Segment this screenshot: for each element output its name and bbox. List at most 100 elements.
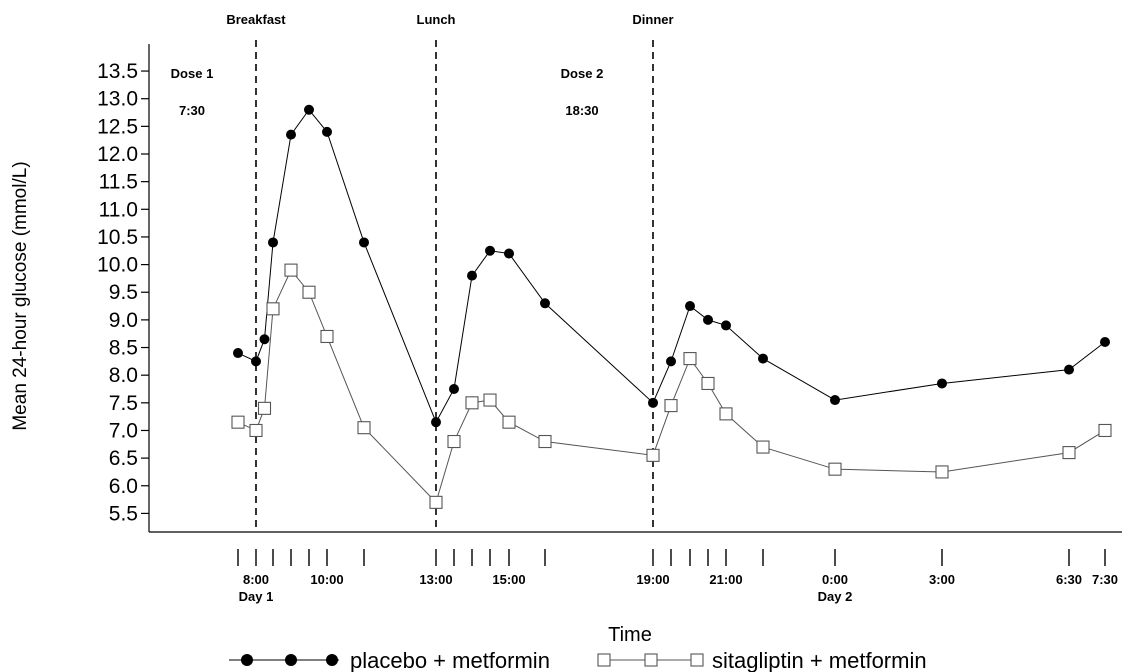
data-point: [304, 104, 314, 115]
data-point: [449, 384, 459, 394]
data-point: [683, 352, 697, 366]
annotations-layer: Dose 1 7:30 Dose 2 18:30: [171, 66, 604, 118]
legend-marker: [644, 653, 658, 667]
data-point: [648, 397, 658, 408]
data-point: [483, 393, 497, 407]
x-tick-label: 19:00: [636, 572, 669, 587]
y-tick-label: 10.0: [97, 254, 138, 277]
data-point: [502, 415, 516, 429]
y-tick-label: 11.5: [99, 171, 138, 194]
data-point: [447, 434, 461, 449]
series-line: [237, 269, 1106, 504]
data-point: [666, 356, 676, 367]
x-tick-label: 13:00: [419, 572, 452, 587]
data-point: [937, 378, 947, 389]
dose-1-time: 7:30: [179, 103, 205, 118]
data-point: [302, 285, 316, 299]
legend: placebo + metformin sitagliptin + metform…: [229, 648, 927, 672]
day-label: Day 2: [818, 589, 853, 604]
y-tick-label: 13.0: [97, 88, 138, 111]
x-tick-label: 3:00: [929, 572, 955, 587]
legend-label: placebo + metformin: [350, 648, 550, 672]
data-point: [701, 376, 715, 391]
data-point: [935, 465, 949, 479]
meal-label: Dinner: [632, 12, 673, 27]
y-tick-label: 7.0: [109, 419, 138, 442]
data-point: [251, 356, 261, 367]
dose-2-label: Dose 2: [561, 66, 604, 81]
data-point: [465, 396, 479, 410]
meal-label: Breakfast: [226, 12, 286, 27]
x-tick-label: 0:00: [822, 572, 848, 587]
meal-label: Lunch: [417, 12, 456, 27]
data-point: [485, 245, 495, 256]
data-point: [1100, 337, 1110, 347]
data-point: [540, 298, 550, 309]
x-tick-label: 10:00: [310, 572, 343, 587]
data-point: [357, 421, 371, 435]
series-line: [237, 108, 1106, 424]
data-point: [646, 448, 660, 462]
axes-layer: 5.5 6.0 6.5 7.0 7.5 8.0 8.5 9.0 9.5 10.0 10.5 11.0 1…: [97, 44, 1122, 604]
data-point: [231, 415, 245, 429]
y-tick-label: 12.0: [97, 143, 138, 166]
x-tick-label: 21:00: [709, 572, 742, 587]
data-point: [431, 417, 441, 428]
x-tick-label: 15:00: [492, 572, 525, 587]
x-tick-label: 7:30: [1092, 572, 1118, 587]
data-point: [467, 270, 477, 281]
day-label: Day 1: [239, 589, 274, 604]
data-point: [1098, 423, 1112, 438]
dose-2-time: 18:30: [565, 103, 598, 118]
data-point: [359, 237, 369, 248]
y-tick-label: 8.5: [109, 337, 138, 360]
x-tick-label: 8:00: [243, 572, 269, 587]
data-point: [538, 434, 552, 449]
y-axis-label: Mean 24-hour glucose (mmol/L): [10, 161, 31, 430]
y-tick-label: 12.5: [97, 115, 138, 138]
y-tick-label: 7.5: [109, 392, 138, 415]
data-point: [429, 495, 443, 509]
data-point: [504, 248, 514, 259]
data-point: [685, 301, 695, 312]
dose-1-label: Dose 1: [171, 66, 214, 81]
y-tick-label: 6.0: [109, 475, 138, 498]
data-point: [1062, 446, 1076, 460]
data-point: [249, 423, 263, 438]
y-tick-label: 10.5: [97, 226, 138, 249]
x-axis-label: Time: [608, 624, 652, 646]
data-point: [322, 126, 332, 137]
data-point: [266, 302, 280, 316]
y-tick-label: 9.0: [109, 309, 138, 332]
data-point: [828, 462, 842, 476]
legend-label: sitagliptin + metformin: [712, 648, 927, 672]
data-point: [233, 348, 243, 359]
data-point: [1064, 364, 1074, 375]
data-point: [257, 401, 272, 415]
data-point: [721, 320, 731, 331]
series-layer: [231, 104, 1112, 509]
legend-marker: [285, 654, 297, 666]
data-point: [664, 399, 678, 413]
data-point: [284, 263, 298, 277]
data-point: [830, 395, 840, 406]
data-point: [320, 329, 334, 344]
y-tick-label: 5.5: [109, 502, 138, 525]
legend-marker: [241, 654, 253, 666]
x-tick-label: 6:30: [1056, 572, 1082, 587]
y-tick-label: 6.5: [109, 447, 138, 470]
legend-marker: [597, 653, 611, 667]
data-point: [703, 314, 713, 325]
y-tick-label: 9.5: [109, 281, 138, 304]
y-tick-label: 11.0: [99, 198, 138, 221]
data-point: [259, 334, 270, 345]
data-point: [286, 129, 296, 140]
y-tick-label: 8.0: [109, 364, 138, 387]
data-point: [758, 353, 768, 364]
data-point: [268, 237, 278, 248]
data-point: [719, 407, 733, 421]
data-point: [756, 440, 770, 454]
legend-marker: [326, 654, 338, 666]
y-tick-label: 13.5: [97, 60, 138, 83]
